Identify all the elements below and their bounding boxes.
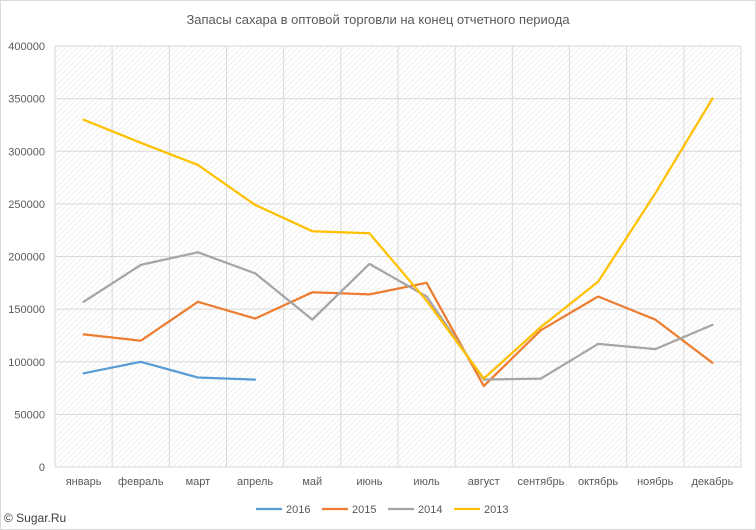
y-tick-label: 200000 (8, 252, 45, 264)
y-tick-label: 150000 (8, 304, 45, 316)
x-tick-label: октябрь (578, 476, 618, 488)
vertical-gridlines (54, 46, 742, 467)
legend-label-2015: 2015 (352, 504, 376, 516)
x-axis: январь февраль март апрель май июнь июль август… (66, 476, 734, 488)
x-tick-label: сентябрь (517, 476, 564, 488)
y-tick-label: 300000 (8, 146, 45, 158)
x-tick-label: январь (66, 476, 102, 488)
legend-label-2016: 2016 (286, 504, 310, 516)
y-tick-label: 100000 (8, 357, 45, 369)
y-tick-label: 400000 (8, 41, 45, 53)
series-line-2015 (82, 281, 714, 388)
legend: 2016 2015 2014 2013 (256, 504, 508, 516)
x-tick-label: ноябрь (637, 476, 674, 488)
x-tick-label: июнь (356, 476, 382, 488)
y-tick-label: 50000 (14, 409, 45, 421)
series-line-2014 (82, 251, 714, 381)
x-tick-label: август (468, 476, 500, 488)
y-tick-label: 250000 (8, 199, 45, 211)
y-tick-label: 350000 (8, 94, 45, 106)
legend-label-2013: 2013 (484, 504, 508, 516)
y-tick-label: 0 (39, 462, 45, 474)
chart-title: Запасы сахара в оптовой торговли на коне… (186, 12, 570, 27)
series-line-2013 (82, 97, 714, 380)
series-lines (82, 97, 714, 388)
y-axis: 0 50000 100000 150000 200000 250000 300000 3500… (8, 41, 45, 474)
x-tick-label: июль (413, 476, 440, 488)
x-tick-label: декабрь (691, 476, 733, 488)
x-tick-label: май (302, 476, 322, 488)
copyright-text: © Sugar.Ru (4, 511, 66, 525)
x-tick-label: февраль (118, 476, 164, 488)
series-line-2016 (82, 360, 257, 381)
x-tick-label: апрель (237, 476, 273, 488)
x-tick-label: март (186, 476, 211, 488)
legend-label-2014: 2014 (418, 504, 442, 516)
